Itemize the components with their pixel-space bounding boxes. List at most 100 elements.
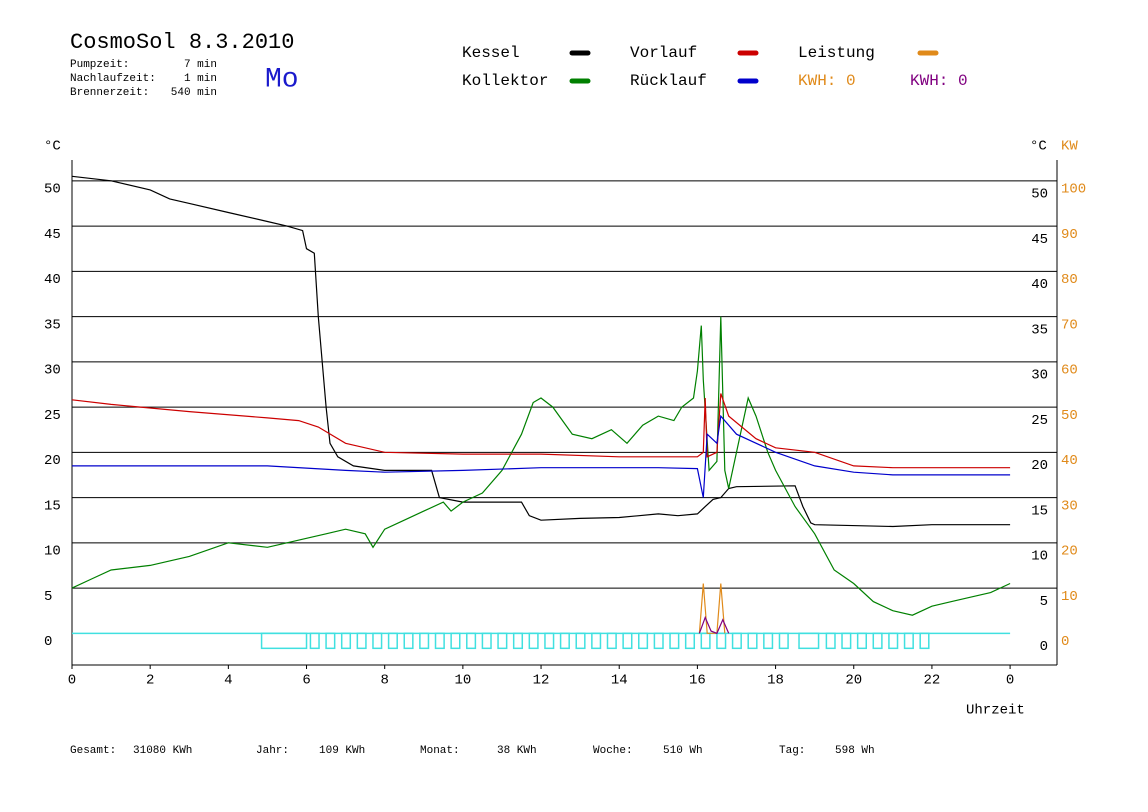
y2-tick-label: 10 — [1061, 589, 1078, 605]
x-tick-label: 4 — [224, 673, 232, 689]
y2-tick-label: 100 — [1061, 182, 1086, 198]
x-tick-label: 6 — [302, 673, 310, 689]
pump-box — [356, 632, 367, 650]
y2-tick-label: 20 — [1061, 544, 1078, 560]
pump-box — [747, 632, 758, 650]
x-axis-label: Uhrzeit — [966, 703, 1025, 719]
pump-box — [260, 632, 308, 650]
kwh-label: KWH: 0 — [798, 72, 856, 90]
y-tick-label-right: 15 — [1031, 503, 1048, 519]
pump-box — [841, 632, 852, 650]
legend-label: Rücklauf — [630, 72, 707, 90]
y-tick-label-right: 45 — [1031, 232, 1048, 248]
info-label: Nachlaufzeit: — [70, 73, 156, 85]
x-tick-label: 0 — [1006, 673, 1014, 689]
info-label: Brennerzeit: — [70, 87, 149, 99]
pump-box — [825, 632, 836, 650]
pump-box — [700, 632, 711, 650]
pump-box — [606, 632, 617, 650]
y-axis-label: °C — [44, 139, 61, 155]
x-tick-label: 20 — [845, 673, 862, 689]
series-line — [698, 615, 730, 635]
y-tick-label: 50 — [44, 182, 61, 198]
x-tick-label: 12 — [533, 673, 550, 689]
y-tick-label: 40 — [44, 272, 61, 288]
footer-label: Monat: — [420, 745, 460, 757]
pump-box — [403, 632, 414, 650]
footer-value: 510 Wh — [663, 745, 703, 757]
pump-box — [450, 632, 461, 650]
x-tick-label: 0 — [68, 673, 76, 689]
series-line — [698, 583, 726, 634]
pump-box — [372, 632, 383, 650]
y2-tick-label: 70 — [1061, 317, 1078, 333]
pump-box — [888, 632, 899, 650]
legend-label: Vorlauf — [630, 44, 697, 62]
legend-label: Leistung — [798, 44, 875, 62]
pump-box — [638, 632, 649, 650]
pump-box — [731, 632, 742, 650]
pump-box — [497, 632, 508, 650]
pump-box — [903, 632, 914, 650]
y2-tick-label: 0 — [1061, 634, 1069, 650]
info-value: 7 min — [184, 59, 217, 71]
y-axis-label-right: °C — [1030, 139, 1047, 155]
pump-box — [856, 632, 868, 650]
series-line — [71, 393, 1011, 469]
legend-label: Kessel — [462, 44, 520, 62]
pump-box — [798, 632, 820, 650]
y-tick-label: 20 — [44, 453, 61, 469]
pump-box — [512, 632, 524, 650]
y-tick-label-right: 35 — [1031, 322, 1048, 338]
y2-axis-label: KW — [1061, 139, 1078, 155]
y-tick-label: 0 — [44, 634, 52, 650]
pump-box — [591, 632, 602, 650]
footer-label: Tag: — [779, 745, 805, 757]
footer-label: Jahr: — [256, 745, 289, 757]
y2-tick-label: 30 — [1061, 498, 1078, 514]
pump-box — [434, 632, 445, 650]
pump-box — [653, 632, 664, 650]
y-tick-label-right: 30 — [1031, 368, 1048, 384]
x-tick-label: 10 — [454, 673, 471, 689]
y2-tick-label: 90 — [1061, 227, 1078, 243]
pump-box — [716, 632, 727, 650]
y-tick-label: 25 — [44, 408, 61, 424]
y-tick-label-right: 10 — [1031, 549, 1048, 565]
pump-box — [544, 632, 555, 650]
y-tick-label-right: 0 — [1040, 639, 1048, 655]
kwh-label: KWH: 0 — [910, 72, 968, 90]
footer-value: 109 KWh — [319, 745, 365, 757]
y-tick-label: 30 — [44, 363, 61, 379]
pump-box — [387, 632, 398, 650]
pump-box — [575, 632, 586, 650]
footer-value: 38 KWh — [497, 745, 537, 757]
pump-box — [559, 632, 570, 650]
y-tick-label-right: 20 — [1031, 458, 1048, 474]
pump-box — [419, 632, 430, 650]
y2-tick-label: 40 — [1061, 453, 1078, 469]
info-label: Pumpzeit: — [70, 59, 129, 71]
chart-title: CosmoSol 8.3.2010 — [70, 30, 294, 55]
pump-box — [481, 632, 492, 650]
x-tick-label: 8 — [380, 673, 388, 689]
pump-box — [340, 632, 352, 650]
y2-tick-label: 60 — [1061, 363, 1078, 379]
series-line — [71, 316, 1011, 616]
pump-box — [872, 632, 883, 650]
y2-tick-label: 50 — [1061, 408, 1078, 424]
y-tick-label: 5 — [44, 589, 52, 605]
x-tick-label: 2 — [146, 673, 154, 689]
pump-box — [309, 632, 320, 650]
y-tick-label-right: 50 — [1031, 187, 1048, 203]
y2-tick-label: 80 — [1061, 272, 1078, 288]
pump-box — [466, 632, 477, 650]
info-value: 540 min — [171, 87, 217, 99]
info-value: 1 min — [184, 73, 217, 85]
pump-box — [919, 632, 930, 650]
pump-box — [684, 632, 696, 650]
series-line — [72, 414, 1011, 498]
pump-box — [778, 632, 789, 650]
x-tick-label: 18 — [767, 673, 784, 689]
footer-value: 31080 KWh — [133, 745, 192, 757]
